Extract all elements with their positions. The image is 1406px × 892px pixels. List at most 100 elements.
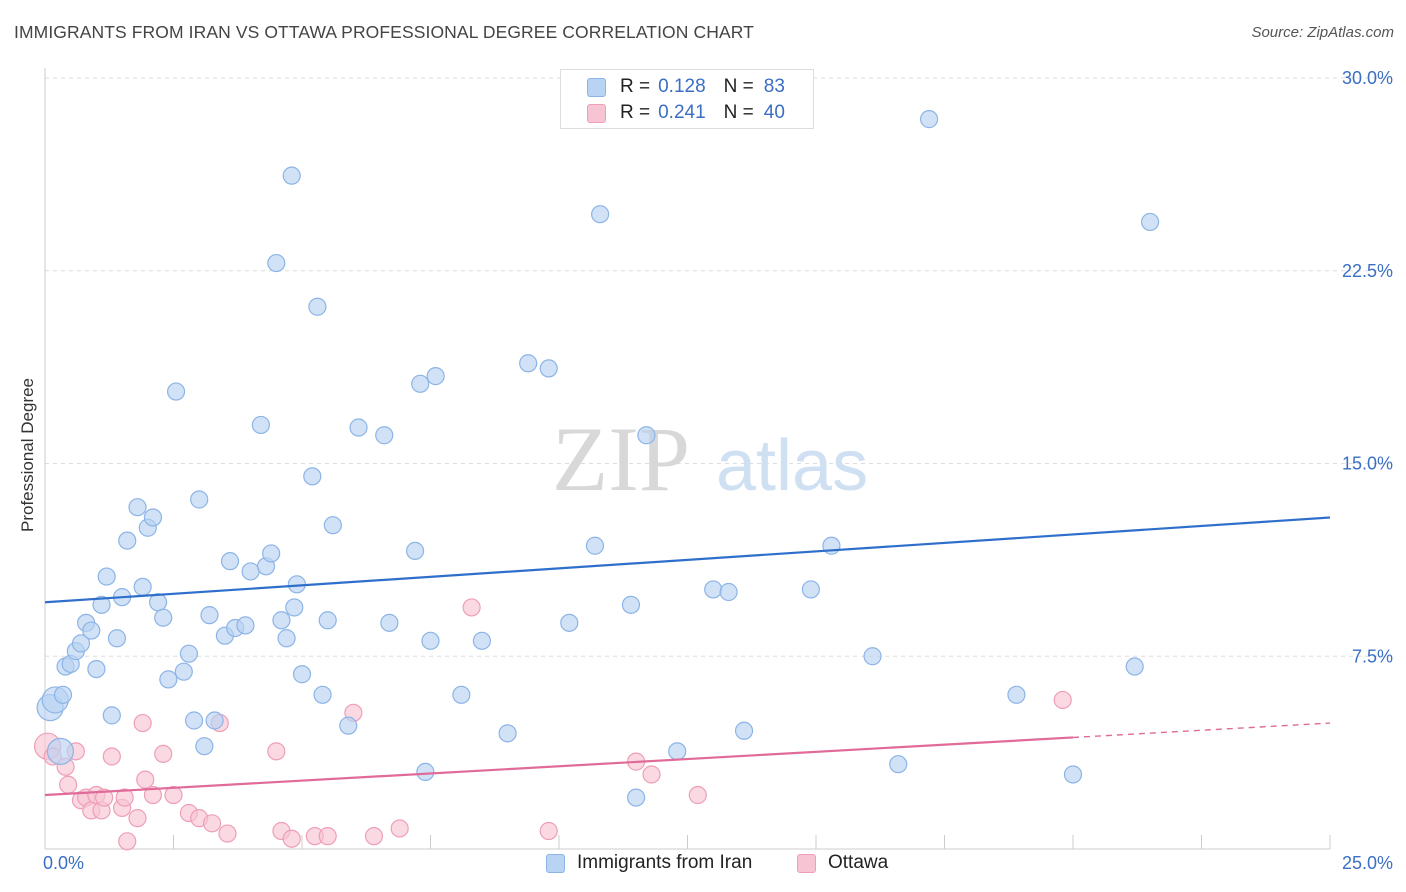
iran-point [97,567,116,586]
iran-point [262,544,281,563]
iran-point [801,580,820,599]
ottawa-point [318,827,337,846]
iran-point [1140,212,1160,232]
ottawa-point [1053,690,1072,710]
ottawa-point [688,785,707,805]
ottawa-point [143,785,163,805]
iran-trend-line [44,516,1331,604]
series-swatch-iran [546,853,565,873]
series-legend-ottawa[interactable]: Ottawa [797,852,888,874]
iran-point [205,711,224,730]
iran-point [919,110,939,129]
iran-point [626,788,646,807]
x-tick-label: 25.0% [1342,853,1393,873]
legend-r-label: R = [620,76,651,97]
ottawa-point [136,770,155,789]
series-legend: Immigrants from Iran Ottawa [0,852,1406,876]
ottawa-point [59,775,78,794]
y-tick-label: 22.5% [1342,261,1393,281]
y-tick-label: 30.0% [1342,68,1393,88]
iran-point [591,205,610,224]
iran-point [560,613,579,632]
iran-point [118,531,137,550]
watermark-zip: ZIP [552,408,690,510]
iran-point [339,716,358,735]
ottawa-point [462,598,481,617]
iran-point [277,629,296,648]
watermark-atlas: atlas [716,426,868,506]
chart-title: IMMIGRANTS FROM IRAN VS OTTAWA PROFESSIO… [14,22,754,42]
iran-point [704,580,723,599]
iran-point [318,611,337,630]
ottawa-point [390,819,409,838]
legend-swatch-iran [587,77,606,97]
iran-point [1007,685,1026,704]
iran-point [195,737,214,756]
legend-row-iran: R = 0.128 N = 83 [587,75,785,99]
iran-point [133,577,152,596]
iran-point [143,508,163,527]
iran-point [303,467,322,486]
iran-point [308,297,327,316]
ottawa-point [642,765,661,784]
iran-point [272,611,291,630]
iran-point [251,415,270,435]
iran-point [46,737,75,765]
ottawa-point [267,742,286,761]
iran-point [241,562,260,581]
iran-point [375,426,394,445]
iran-point [621,595,641,614]
legend-n-label: N = [723,76,754,97]
iran-point [174,662,193,681]
iran-point [282,166,301,185]
iran-point [585,536,605,555]
iran-point [889,755,908,774]
iran-point [190,490,209,509]
grid-lines [45,77,1392,657]
iran-point [426,367,445,386]
iran-point [1063,765,1083,784]
ottawa-point [202,814,222,833]
iran-point [107,629,127,648]
iran-point [539,359,558,378]
iran-point [200,606,219,625]
iran-point [82,621,101,640]
iran-point [179,644,199,663]
ottawa-point [364,827,384,846]
iran-point [472,631,491,650]
x-tick-label: 0.0% [43,853,84,873]
tick-labels: 7.5% 15.0% 22.5% 30.0% 0.0% 25.0% [43,68,1393,873]
watermark: ZIP atlas [552,408,868,510]
iran-point [380,613,399,632]
iran-point [148,593,168,612]
series-label-iran: Immigrants from Iran [577,852,753,873]
iran-point [719,582,738,602]
correlation-legend: R = 0.128 N = 83 R = 0.241 N = 40 [560,69,814,129]
iran-point [519,354,538,373]
trend-lines [44,516,1331,797]
series-legend-iran[interactable]: Immigrants from Iran [546,852,752,874]
legend-r-value-ottawa: 0.241 [658,102,706,123]
iran-point [220,552,240,571]
iran-point [236,616,255,635]
ottawa-point [133,713,152,733]
legend-row-ottawa: R = 0.241 N = 40 [587,101,785,125]
iran-point [323,516,342,535]
iran-point [411,374,430,393]
legend-n-value-iran: 83 [763,76,785,97]
ottawa-point [539,821,558,841]
iran-point [92,595,111,614]
iran-point [292,665,312,684]
source-label: Source: ZipAtlas.com [1251,24,1394,41]
iran-point [102,706,121,725]
iran-point [285,598,304,617]
iran-point [267,253,286,273]
y-axis-label: Professional Degree [18,377,37,533]
iran-point [498,724,517,743]
iran-point [452,685,471,704]
ottawa-point [154,744,173,764]
y-tick-label: 7.5% [1352,646,1393,666]
ottawa-point [128,809,147,828]
ottawa-trend-line [44,736,1074,797]
